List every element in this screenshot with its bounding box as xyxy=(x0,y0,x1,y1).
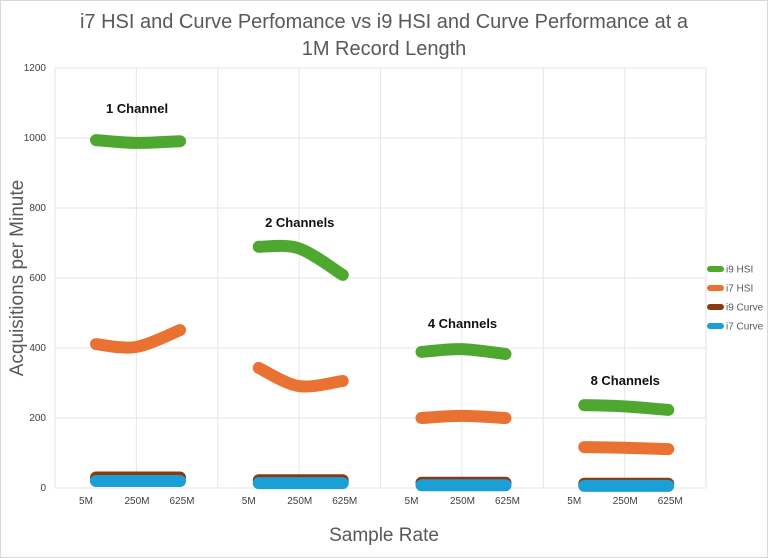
legend-label: i7 HSI xyxy=(726,284,753,295)
series-line-i7-hsi xyxy=(252,361,349,393)
y-tick-label: 0 xyxy=(40,483,46,494)
series-line-i9-hsi xyxy=(415,343,512,360)
x-tick-label: 250M xyxy=(613,496,638,507)
series-line-i9-hsi xyxy=(578,399,675,416)
group-label: 2 Channels xyxy=(265,215,334,230)
series-line-i7-hsi xyxy=(578,441,675,456)
chart-title-line: i7 HSI and Curve Perfomance vs i9 HSI an… xyxy=(80,11,689,33)
x-tick-label: 250M xyxy=(287,496,312,507)
x-tick-label: 5M xyxy=(567,496,581,507)
y-tick-label: 1200 xyxy=(24,63,47,74)
x-tick-label: 625M xyxy=(495,496,520,507)
x-tick-label: 625M xyxy=(658,496,683,507)
x-tick-label: 250M xyxy=(450,496,475,507)
x-tick-label: 625M xyxy=(169,496,194,507)
x-axis-label: Sample Rate xyxy=(329,525,439,546)
y-tick-label: 200 xyxy=(29,413,46,424)
group-label: 4 Channels xyxy=(428,316,497,331)
y-tick-label: 600 xyxy=(29,273,46,284)
group-label: 8 Channels xyxy=(591,373,660,388)
y-tick-label: 800 xyxy=(29,203,46,214)
y-tick-label: 400 xyxy=(29,343,46,354)
series-line-i9-hsi xyxy=(90,134,186,149)
legend-label: i7 Curve xyxy=(726,322,764,333)
x-tick-label: 250M xyxy=(124,496,149,507)
series-line-i7-hsi xyxy=(415,409,512,424)
legend-label: i9 HSI xyxy=(726,265,753,276)
series-line-i7-hsi xyxy=(90,324,186,354)
legend-label: i9 Curve xyxy=(726,303,764,314)
x-tick-label: 625M xyxy=(332,496,357,507)
x-tick-label: 5M xyxy=(79,496,93,507)
y-axis-label: Acquisitions per Minute xyxy=(7,180,28,376)
group-label: 1 Channel xyxy=(106,101,168,116)
y-tick-label: 1000 xyxy=(24,133,47,144)
series-line-i9-hsi xyxy=(252,239,349,281)
x-tick-label: 5M xyxy=(405,496,419,507)
chart-title-line: 1M Record Length xyxy=(302,38,467,60)
x-tick-label: 5M xyxy=(242,496,256,507)
